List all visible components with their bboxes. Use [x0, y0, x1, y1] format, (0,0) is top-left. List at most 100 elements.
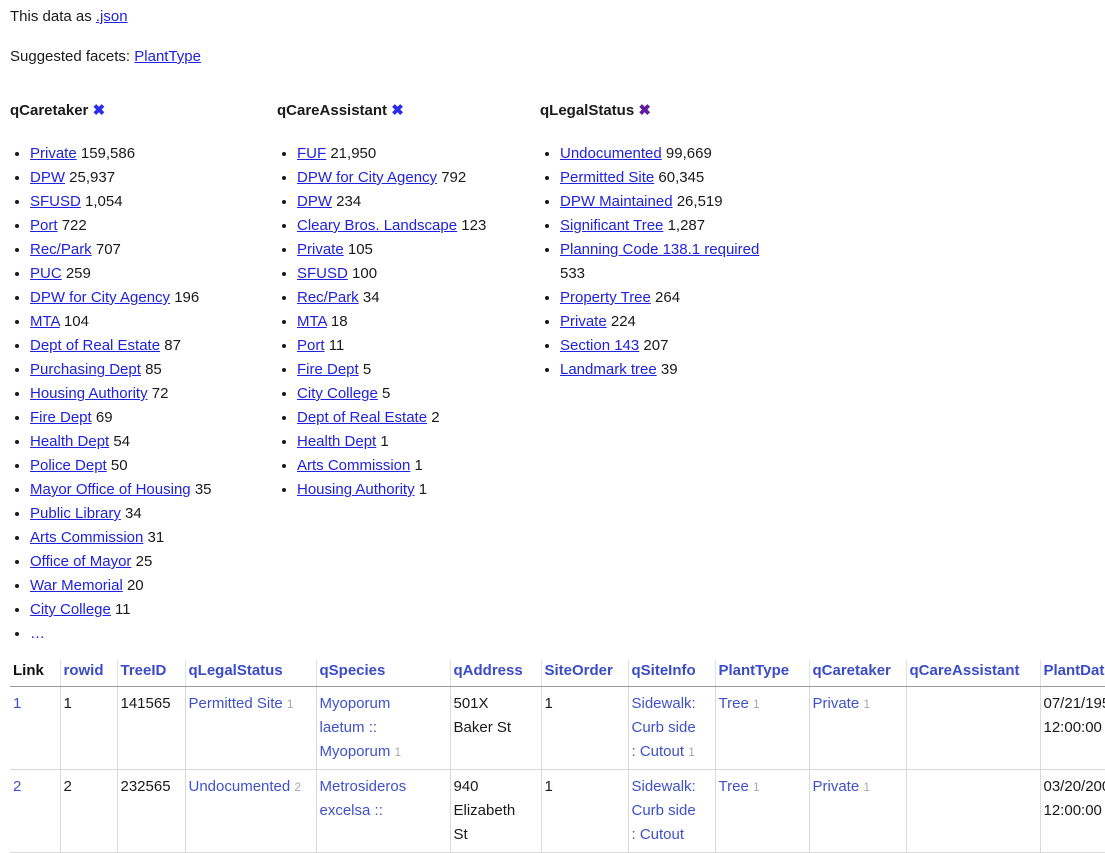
column-header-planttype[interactable]: PlantType — [715, 660, 810, 687]
facet-value-link[interactable]: Housing Authority — [30, 385, 148, 402]
facet-value-link[interactable]: Dept of Real Estate — [297, 409, 428, 426]
cell-facet-count: 1 — [394, 745, 402, 759]
facet-list-item: FUF 21,950 — [297, 142, 534, 166]
row-link[interactable]: 1 — [13, 695, 22, 712]
cell-value-link[interactable]: Permitted Site — [188, 695, 283, 712]
facet-value-link[interactable]: Port — [297, 337, 325, 354]
facet-remove-icon[interactable]: ✖ — [92, 102, 106, 119]
facet-expand-link[interactable]: … — [30, 625, 46, 642]
facet-value-link[interactable]: Section 143 — [560, 337, 640, 354]
cell-value-link[interactable]: Metrosideros excelsa :: — [319, 778, 407, 819]
facet-list-item: MTA 104 — [30, 310, 271, 334]
facet-value-link[interactable]: Rec/Park — [30, 241, 92, 258]
column-header-qcaretaker[interactable]: qCaretaker — [809, 660, 907, 687]
cell-value-link[interactable]: Tree — [718, 778, 749, 795]
facet-value-link[interactable]: Fire Dept — [30, 409, 92, 426]
facet-value-link[interactable]: Landmark tree — [560, 361, 657, 378]
column-header-treeid[interactable]: TreeID — [117, 660, 186, 687]
facet-value-link[interactable]: Cleary Bros. Landscape — [297, 217, 458, 234]
facet-list-item: War Memorial 20 — [30, 574, 271, 598]
cell-tree-id: 232565 — [117, 769, 186, 853]
facet-value-link[interactable]: FUF — [297, 145, 327, 162]
facet-value-link[interactable]: MTA — [297, 313, 327, 330]
facet-value-link[interactable]: Port — [30, 217, 58, 234]
facet-value-link[interactable]: PUC — [30, 265, 62, 282]
facet-value-link[interactable]: City College — [30, 601, 111, 618]
facet-value-link[interactable]: War Memorial — [30, 577, 123, 594]
facet-value-link[interactable]: SFUSD — [30, 193, 81, 210]
facet-count: 1 — [418, 481, 428, 498]
facet-remove-icon[interactable]: ✖ — [391, 102, 404, 119]
suggested-facet-link-planttype[interactable]: PlantType — [134, 48, 201, 65]
facet-value-link[interactable]: DPW — [30, 169, 65, 186]
cell-value-link[interactable]: Myoporum laetum :: Myoporum — [319, 695, 391, 760]
facet-value-link[interactable]: Significant Tree — [560, 217, 664, 234]
facet-value-link[interactable]: SFUSD — [297, 265, 348, 282]
facet-value-link[interactable]: Health Dept — [297, 433, 377, 450]
facet-value-link[interactable]: Office of Mayor — [30, 553, 132, 570]
facet-value-link[interactable]: DPW Maintained — [560, 193, 673, 210]
column-header-qspecies[interactable]: qSpecies — [316, 660, 451, 687]
facet-value-link[interactable]: MTA — [30, 313, 60, 330]
facet-value-link[interactable]: DPW — [297, 193, 332, 210]
column-header-qcareassistant[interactable]: qCareAssistant — [906, 660, 1041, 687]
facet-count: 20 — [126, 577, 144, 594]
facet-list-item: Private 159,586 — [30, 142, 271, 166]
facet-value-link[interactable]: Dept of Real Estate — [30, 337, 161, 354]
facet-count: 85 — [145, 361, 162, 378]
facet-value-link[interactable]: Permitted Site — [560, 169, 655, 186]
column-header-rowid[interactable]: rowid — [60, 660, 118, 687]
column-header-qaddress[interactable]: qAddress — [450, 660, 542, 687]
facet-value-link[interactable]: Rec/Park — [297, 289, 359, 306]
facet-count: 60,345 — [658, 169, 705, 186]
cell-facet-count: 2 — [294, 780, 302, 794]
cell-value-link[interactable]: Sidewalk: Curb side : Cutout — [631, 778, 696, 843]
cell-value-link[interactable]: Undocumented — [188, 778, 291, 795]
cell-value-link[interactable]: Private — [812, 695, 860, 712]
facet-value-list: Undocumented 99,669Permitted Site 60,345… — [540, 142, 792, 382]
cell-facet-count: 1 — [752, 780, 760, 794]
facet-value-link[interactable]: Arts Commission — [297, 457, 411, 474]
column-header-qsiteinfo[interactable]: qSiteInfo — [628, 660, 716, 687]
facet-value-link[interactable]: DPW for City Agency — [30, 289, 171, 306]
facet-value-link[interactable]: Private — [560, 313, 607, 330]
cell-value-link[interactable]: Tree — [718, 695, 749, 712]
facet-value-link[interactable]: City College — [297, 385, 378, 402]
cell-legal-status: Undocumented 2 — [185, 769, 317, 853]
facet-value-link[interactable]: Undocumented — [560, 145, 662, 162]
cell-site-info: Sidewalk: Curb side : Cutout — [628, 769, 716, 853]
facet-count: 34 — [125, 505, 142, 522]
facet-value-link[interactable]: Purchasing Dept — [30, 361, 141, 378]
facet-value-link[interactable]: Health Dept — [30, 433, 110, 450]
facet-list-item: Fire Dept 5 — [297, 358, 534, 382]
facet-value-link[interactable]: Police Dept — [30, 457, 107, 474]
table-row: 1 1 141565 Permitted Site 1 Myoporum laetum … — [10, 686, 1105, 770]
facet-value-link[interactable]: Arts Commission — [30, 529, 144, 546]
column-header-qlegalstatus[interactable]: qLegalStatus — [185, 660, 317, 687]
facet-value-link[interactable]: Public Library — [30, 505, 121, 522]
row-link[interactable]: 2 — [13, 778, 22, 795]
facet-remove-icon[interactable]: ✖ — [638, 102, 651, 119]
facet-results: qCaretaker ✖ Private 159,586DPW 25,937SF… — [10, 102, 1105, 646]
facet-value-link[interactable]: Fire Dept — [297, 361, 359, 378]
facet-value-link[interactable]: Mayor Office of Housing — [30, 481, 191, 498]
facet-list-item: Private 224 — [560, 310, 786, 334]
facet-count: 196 — [174, 289, 200, 306]
json-export-link[interactable]: .json — [95, 8, 128, 25]
facet-value-link[interactable]: Planning Code 138.1 required — [560, 241, 760, 258]
cell-facet-count: 1 — [688, 745, 695, 759]
facet-value-link[interactable]: Private — [297, 241, 344, 258]
cell-site-info: Sidewalk: Curb side : Cutout 1 — [628, 686, 716, 770]
facet-list-item: Section 143 207 — [560, 334, 786, 358]
facet-list-item: PUC 259 — [30, 262, 271, 286]
facet-value-link[interactable]: Private — [30, 145, 77, 162]
facet-value-link[interactable]: Housing Authority — [297, 481, 415, 498]
facet-value-link[interactable]: DPW for City Agency — [297, 169, 438, 186]
column-header-plantdate[interactable]: PlantDate — [1040, 660, 1105, 687]
facet-list-item: Police Dept 50 — [30, 454, 271, 478]
column-header-siteorder[interactable]: SiteOrder — [541, 660, 629, 687]
facet-title: qCareAssistant — [277, 102, 388, 119]
cell-value-link[interactable]: Private — [812, 778, 860, 795]
cell-value-link[interactable]: Sidewalk: Curb side : Cutout — [631, 695, 696, 760]
facet-value-link[interactable]: Property Tree — [560, 289, 651, 306]
